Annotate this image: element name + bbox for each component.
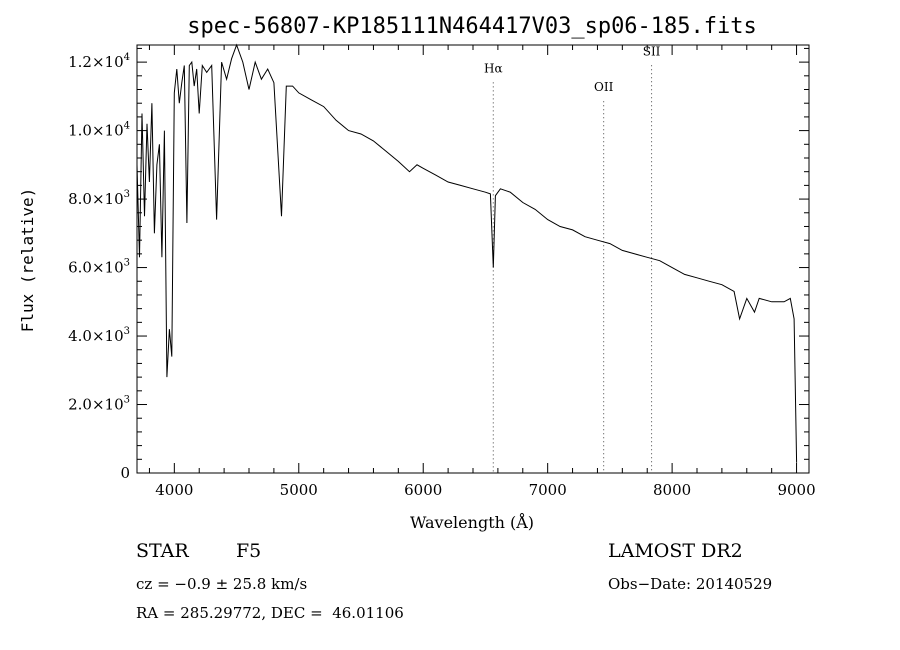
y-tick-label: 2.0×103 bbox=[68, 395, 130, 414]
survey-label: LAMOST DR2 bbox=[608, 540, 743, 562]
plot-frame bbox=[136, 44, 810, 474]
redshift-text: cz = −0.9 ± 25.8 km/s bbox=[136, 575, 308, 593]
subclass: F5 bbox=[236, 540, 262, 562]
y-axis-label: Flux (relative) bbox=[18, 188, 37, 333]
y-tick-label: 6.0×103 bbox=[68, 258, 130, 277]
y-tick-label: 4.0×103 bbox=[68, 326, 130, 345]
spectrum-line bbox=[136, 43, 798, 463]
line-marker-label: OII bbox=[594, 80, 614, 94]
x-tick-label: 6000 bbox=[404, 481, 442, 499]
y-tick-label: 8.0×103 bbox=[68, 189, 130, 208]
line-marker-label: SII bbox=[643, 44, 661, 58]
obs-date: Obs−Date: 20140529 bbox=[608, 575, 773, 593]
line-markers: Hα OII SII bbox=[484, 44, 661, 473]
coordinates: RA = 285.29772, DEC = 46.01106 bbox=[136, 604, 404, 622]
x-axis-label: Wavelength (Å) bbox=[410, 512, 534, 532]
chart-title: spec-56807-KP185111N464417V03_sp06-185.f… bbox=[187, 14, 757, 39]
x-tick-label: 5000 bbox=[280, 481, 318, 499]
axis-ticks: 4000 5000 6000 7000 8000 9000 0 2.0×103 4.0×103 6… bbox=[68, 45, 816, 499]
y-tick-label: 1.2×104 bbox=[68, 52, 130, 71]
y-tick-label: 0 bbox=[120, 464, 130, 482]
x-tick-label: 9000 bbox=[777, 481, 815, 499]
line-marker-label: Hα bbox=[484, 61, 503, 75]
y-tick-label: 1.0×104 bbox=[68, 121, 130, 140]
x-tick-label: 8000 bbox=[653, 481, 691, 499]
x-tick-label: 4000 bbox=[155, 481, 193, 499]
object-type: STAR bbox=[136, 540, 189, 562]
x-tick-label: 7000 bbox=[529, 481, 567, 499]
